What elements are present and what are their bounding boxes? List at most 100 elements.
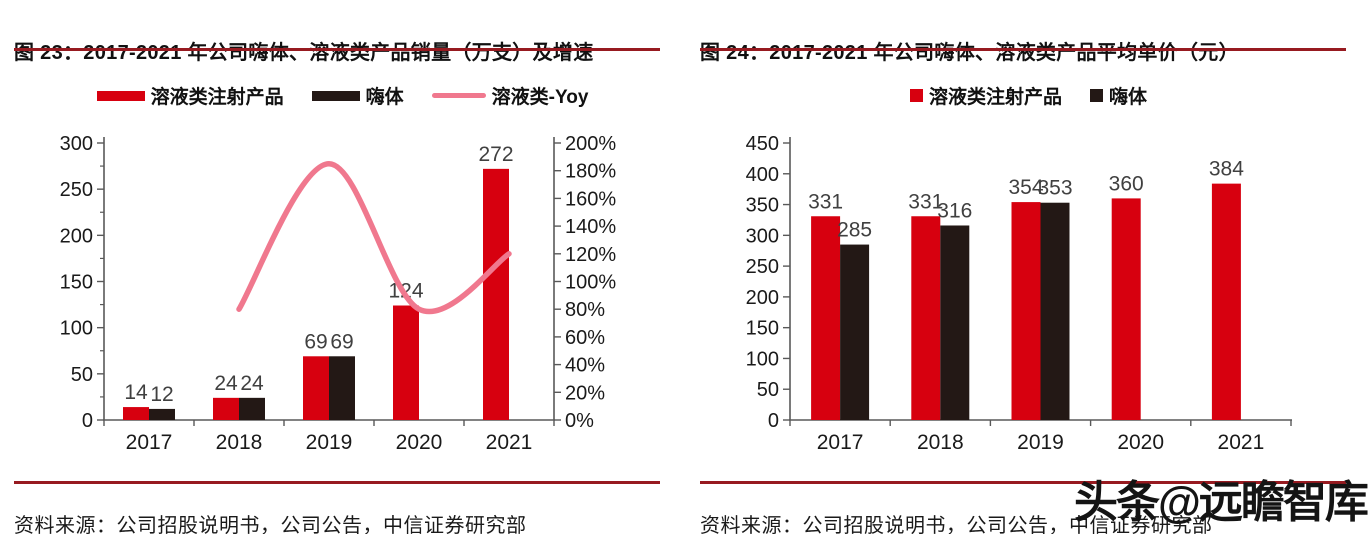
secondary-y-axis-tick-label: 180% xyxy=(565,161,616,183)
legend-item-solution-yoy: 溶液类-Yoy xyxy=(431,82,589,109)
bar-solution-injection-2021 xyxy=(483,168,509,420)
legend-swatch-solution-injection xyxy=(96,90,145,101)
y-axis-tick-label: 0 xyxy=(768,410,779,432)
legend-swatch-hibody xyxy=(1090,89,1103,102)
x-category-label: 2019 xyxy=(306,431,353,454)
bar-hibody-2017 xyxy=(149,408,175,420)
bar-label-solution-injection-2019: 354 xyxy=(1008,176,1043,199)
secondary-y-axis-tick-label: 120% xyxy=(565,244,616,266)
bar-label-solution-injection-2017: 331 xyxy=(808,190,843,213)
bar-label-hibody-2019: 353 xyxy=(1037,177,1072,200)
bar-solution-injection-2019 xyxy=(1011,202,1041,420)
y-axis-tick-label: 300 xyxy=(746,225,779,247)
legend-item-solution-injection: 溶液类注射产品 xyxy=(96,82,284,109)
bar-label-hibody-2019: 69 xyxy=(330,330,353,353)
secondary-y-axis-tick-label: 20% xyxy=(565,382,605,404)
figure-23-panel: 图 23：2017-2021 年公司嗨体、溶液类产品销量（万支）及增速 溶液类注… xyxy=(0,0,685,534)
figure-24-title: 图 24：2017-2021 年公司嗨体、溶液类产品平均单价（元） xyxy=(700,41,1239,64)
bar-hibody-2018 xyxy=(940,225,970,420)
average-price-chart: 0 50 100 150 200 250 300 350 400 450 2017 2018 2019 2… xyxy=(746,133,1292,454)
y-axis-tick-label: 50 xyxy=(71,364,93,386)
x-category-label: 2018 xyxy=(216,431,263,454)
legend-item-solution-injection: 溶液类注射产品 xyxy=(909,82,1062,109)
bar-solution-injection-2017 xyxy=(123,407,149,420)
y-axis-tick-label: 300 xyxy=(60,133,93,155)
y-axis-tick-label: 350 xyxy=(746,195,779,217)
bar-hibody-2019 xyxy=(329,356,355,420)
legend-swatch-solution-injection xyxy=(909,89,923,102)
y-axis-tick-label: 0 xyxy=(82,410,93,432)
figure-23-source: 资料来源：公司招股说明书，公司公告，中信证券研究部 xyxy=(14,515,527,534)
y-axis-tick-label: 250 xyxy=(60,179,93,201)
bar-hibody-2017 xyxy=(840,244,870,420)
bar-label-hibody-2018: 316 xyxy=(937,199,972,222)
bar-solution-injection-2017 xyxy=(811,216,841,420)
x-category-label: 2020 xyxy=(396,431,443,454)
figure-23-legend: 溶液类注射产品 嗨体 溶液类-Yoy xyxy=(0,82,685,109)
bar-solution-injection-2018 xyxy=(213,397,239,420)
bar-solution-injection-2020 xyxy=(1111,198,1141,420)
figure-23-title: 图 23：2017-2021 年公司嗨体、溶液类产品销量（万支）及增速 xyxy=(14,41,594,64)
legend-item-hibody: 嗨体 xyxy=(1090,82,1147,109)
bar-label-solution-injection-2018: 24 xyxy=(214,372,238,395)
y-axis-tick-label: 100 xyxy=(60,318,93,340)
figure-24-source: 资料来源：公司招股说明书，公司公告，中信证券研究部 xyxy=(700,515,1213,534)
bar-solution-injection-2019 xyxy=(303,356,329,420)
bar-label-solution-injection-2021: 272 xyxy=(478,143,513,166)
y-axis-tick-label: 200 xyxy=(60,225,93,247)
secondary-y-axis-tick-label: 160% xyxy=(565,188,616,210)
x-category-label: 2020 xyxy=(1117,431,1164,454)
bar-solution-injection-2021 xyxy=(1211,183,1241,420)
legend-label-hibody: 嗨体 xyxy=(1109,87,1148,108)
figure-24-source-rule xyxy=(700,481,1346,484)
secondary-y-axis-tick-label: 200% xyxy=(565,133,616,155)
figure-23-title-rule xyxy=(14,48,660,51)
legend-label-solution-yoy: 溶液类-Yoy xyxy=(491,87,589,108)
x-category-label: 2017 xyxy=(817,431,864,454)
y-axis-tick-label: 150 xyxy=(746,318,779,340)
secondary-y-axis-tick-label: 80% xyxy=(565,299,605,321)
x-category-label: 2019 xyxy=(1017,431,1064,454)
y-axis-tick-label: 100 xyxy=(746,348,779,370)
x-category-label: 2017 xyxy=(126,431,173,454)
legend-label-hibody: 嗨体 xyxy=(365,87,404,108)
legend-line-swatch-solution-yoy xyxy=(431,93,486,98)
legend-label-solution-injection: 溶液类注射产品 xyxy=(150,87,284,108)
y-axis-tick-label: 450 xyxy=(746,133,779,155)
y-axis-tick-label: 200 xyxy=(746,287,779,309)
y-axis-tick-label: 250 xyxy=(746,256,779,278)
secondary-y-axis-tick-label: 40% xyxy=(565,355,605,377)
figure-23-source-rule xyxy=(14,481,660,484)
legend-swatch-hibody xyxy=(311,90,360,101)
x-category-label: 2021 xyxy=(486,431,533,454)
sales-volume-chart: 0 50 100 150 200 250 300 0% 20% 40% 60% 80% 100% 120%… xyxy=(60,133,617,454)
bar-hibody-2019 xyxy=(1040,202,1070,420)
legend-item-hibody: 嗨体 xyxy=(311,82,404,109)
bar-label-solution-injection-2019: 69 xyxy=(304,330,327,353)
bar-hibody-2018 xyxy=(239,397,265,420)
secondary-y-axis-tick-label: 60% xyxy=(565,327,605,349)
line-solution-yoy xyxy=(236,161,512,315)
x-category-label: 2021 xyxy=(1218,431,1265,454)
y-axis-tick-label: 150 xyxy=(60,272,93,294)
figure-24-panel: 图 24：2017-2021 年公司嗨体、溶液类产品平均单价（元） 溶液类注射产… xyxy=(686,0,1371,534)
bar-label-solution-injection-2021: 384 xyxy=(1209,158,1244,181)
secondary-y-axis-tick-label: 0% xyxy=(565,410,594,432)
bar-label-hibody-2018: 24 xyxy=(240,372,264,395)
bar-label-solution-injection-2020: 360 xyxy=(1109,172,1144,195)
bar-solution-injection-2018 xyxy=(911,216,941,420)
bar-solution-injection-2020 xyxy=(393,305,419,420)
figure-24-legend: 溶液类注射产品 嗨体 xyxy=(686,82,1371,109)
bar-label-hibody-2017: 12 xyxy=(150,383,173,406)
x-category-label: 2018 xyxy=(917,431,964,454)
watermark-text: 头条@远瞻智库 xyxy=(1074,478,1369,527)
bar-label-hibody-2017: 285 xyxy=(837,219,872,242)
legend-label-solution-injection: 溶液类注射产品 xyxy=(928,87,1062,108)
secondary-y-axis-tick-label: 100% xyxy=(565,272,616,294)
figure-24-title-rule xyxy=(700,48,1346,51)
y-axis-tick-label: 400 xyxy=(746,164,779,186)
y-axis-tick-label: 50 xyxy=(757,379,779,401)
bar-label-solution-injection-2017: 14 xyxy=(124,381,148,404)
secondary-y-axis-tick-label: 140% xyxy=(565,216,616,238)
